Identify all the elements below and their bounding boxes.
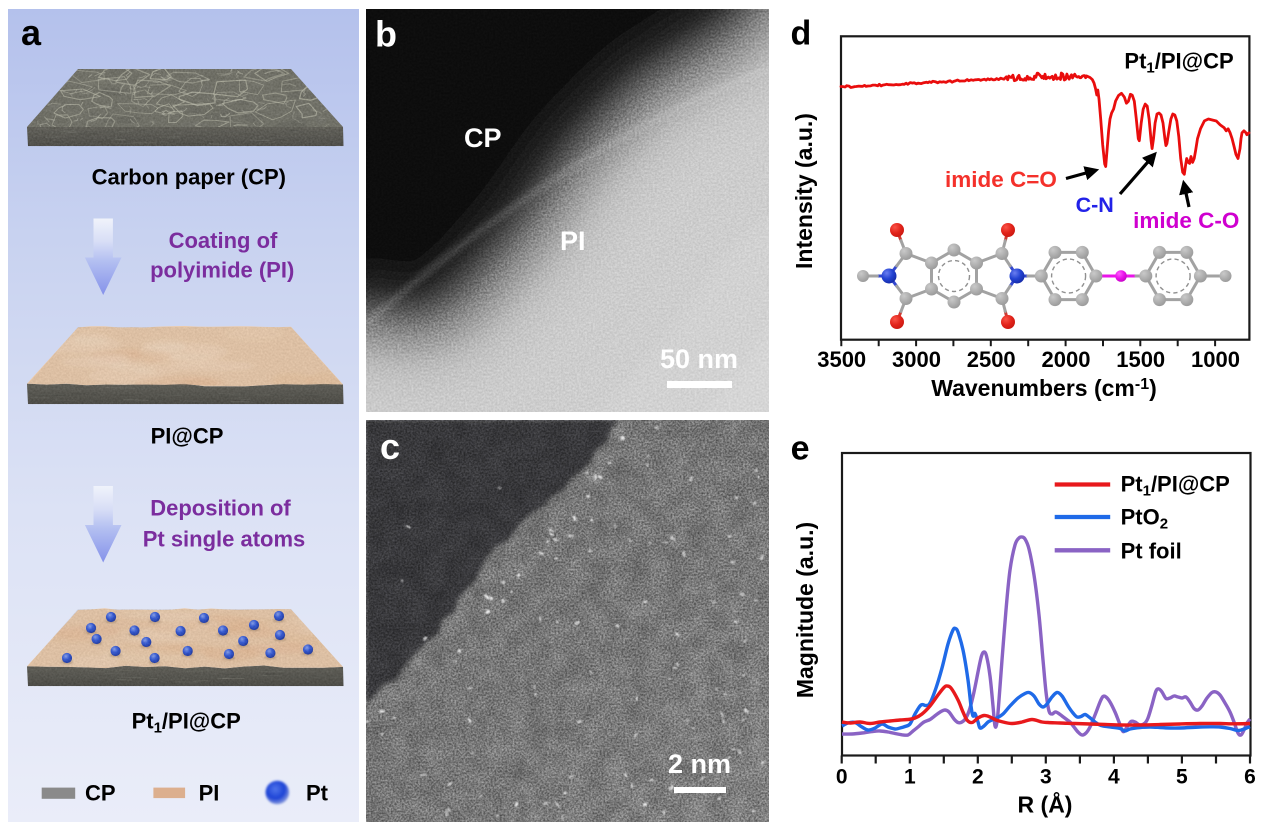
svg-text:Intensity (a.u.): Intensity (a.u.) xyxy=(791,113,817,269)
svg-text:C-N: C-N xyxy=(1076,193,1114,217)
svg-text:1: 1 xyxy=(904,766,916,789)
svg-text:b: b xyxy=(375,14,397,55)
svg-text:Pt1/PI@CP: Pt1/PI@CP xyxy=(1121,472,1230,500)
svg-text:Wavenumbers (cm-1): Wavenumbers (cm-1) xyxy=(931,375,1157,401)
svg-text:PI: PI xyxy=(199,781,220,806)
svg-text:c: c xyxy=(380,426,400,467)
svg-text:1000: 1000 xyxy=(1191,347,1240,372)
svg-text:polyimide (PI): polyimide (PI) xyxy=(150,257,294,282)
svg-text:2000: 2000 xyxy=(1042,347,1091,372)
svg-text:R (Å): R (Å) xyxy=(1018,791,1073,818)
svg-text:2 nm: 2 nm xyxy=(668,749,731,779)
svg-text:4: 4 xyxy=(1108,766,1120,789)
svg-text:PI: PI xyxy=(560,226,586,256)
svg-text:CP: CP xyxy=(464,123,502,153)
svg-text:Pt1/PI@CP: Pt1/PI@CP xyxy=(1124,48,1233,76)
svg-text:2500: 2500 xyxy=(967,347,1016,372)
svg-text:Magnitude (a.u.): Magnitude (a.u.) xyxy=(792,522,818,698)
svg-text:Pt single atoms: Pt single atoms xyxy=(143,527,306,552)
svg-text:3500: 3500 xyxy=(817,347,866,372)
svg-text:Pt: Pt xyxy=(306,781,329,806)
svg-text:5: 5 xyxy=(1176,766,1188,789)
svg-text:1500: 1500 xyxy=(1116,347,1165,372)
svg-text:Coating of: Coating of xyxy=(169,228,278,253)
svg-text:3000: 3000 xyxy=(892,347,941,372)
svg-text:2: 2 xyxy=(972,766,984,789)
svg-text:a: a xyxy=(21,12,42,53)
svg-text:CP: CP xyxy=(85,781,116,806)
svg-text:3: 3 xyxy=(1040,766,1052,789)
svg-text:50 nm: 50 nm xyxy=(660,344,738,374)
svg-text:imide C-O: imide C-O xyxy=(1133,208,1239,233)
svg-text:Carbon paper (CP): Carbon paper (CP) xyxy=(92,165,286,190)
svg-text:PI@CP: PI@CP xyxy=(151,424,224,449)
svg-text:imide C=O: imide C=O xyxy=(945,167,1057,192)
svg-text:Deposition of: Deposition of xyxy=(150,496,291,521)
svg-text:d: d xyxy=(791,15,812,53)
svg-text:e: e xyxy=(791,430,810,468)
svg-text:6: 6 xyxy=(1244,766,1256,789)
svg-text:Pt foil: Pt foil xyxy=(1121,538,1182,563)
svg-text:0: 0 xyxy=(836,766,848,789)
svg-text:Pt1/PI@CP: Pt1/PI@CP xyxy=(132,708,241,736)
